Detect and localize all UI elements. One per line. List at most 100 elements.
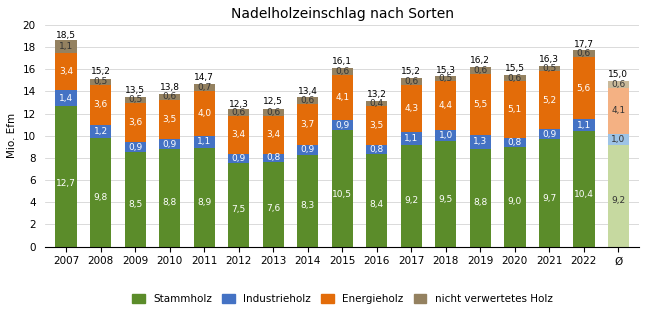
Bar <box>470 135 491 149</box>
Bar <box>56 53 77 90</box>
Bar <box>297 145 318 155</box>
Text: 1,1: 1,1 <box>404 134 419 143</box>
Text: 0,5: 0,5 <box>439 74 453 83</box>
Bar <box>331 130 353 247</box>
Bar <box>331 75 353 120</box>
Y-axis label: Mio. Efm: Mio. Efm <box>7 113 17 158</box>
Text: 14,7: 14,7 <box>194 73 214 82</box>
Text: 12,3: 12,3 <box>229 99 249 109</box>
Text: 1,3: 1,3 <box>473 137 488 146</box>
Text: 16,3: 16,3 <box>539 55 559 64</box>
Bar <box>159 100 180 139</box>
Text: 15,2: 15,2 <box>90 68 110 77</box>
Text: 1,1: 1,1 <box>577 121 591 130</box>
Bar <box>573 131 594 247</box>
Text: 9,0: 9,0 <box>508 197 522 206</box>
Bar <box>470 74 491 135</box>
Text: 8,5: 8,5 <box>128 200 142 209</box>
Text: 1,0: 1,0 <box>611 135 625 144</box>
Bar <box>125 102 146 142</box>
Bar <box>228 116 249 153</box>
Text: 0,8: 0,8 <box>370 145 384 153</box>
Bar <box>90 138 111 247</box>
Text: 3,7: 3,7 <box>300 120 315 129</box>
Text: 17,7: 17,7 <box>574 40 594 49</box>
Text: 1,4: 1,4 <box>59 94 73 103</box>
Text: 5,5: 5,5 <box>473 100 488 109</box>
Bar <box>539 139 560 247</box>
Text: 15,0: 15,0 <box>609 70 629 79</box>
Text: 8,8: 8,8 <box>473 198 488 207</box>
Text: 3,5: 3,5 <box>163 115 177 124</box>
Text: 0,9: 0,9 <box>335 121 349 130</box>
Bar <box>435 141 457 247</box>
Text: 9,7: 9,7 <box>542 194 556 203</box>
Text: 0,4: 0,4 <box>370 99 384 108</box>
Bar <box>504 138 525 147</box>
Bar <box>401 85 422 132</box>
Bar <box>125 142 146 152</box>
Text: 3,6: 3,6 <box>94 100 108 109</box>
Bar <box>608 88 629 133</box>
Text: 0,6: 0,6 <box>473 66 488 75</box>
Bar <box>573 57 594 119</box>
Text: 5,6: 5,6 <box>577 84 591 93</box>
Title: Nadelholzeinschlag nach Sorten: Nadelholzeinschlag nach Sorten <box>231 7 453 21</box>
Text: 5,1: 5,1 <box>508 105 522 114</box>
Text: 9,5: 9,5 <box>439 195 453 204</box>
Bar <box>401 132 422 145</box>
Text: 0,9: 0,9 <box>300 145 315 154</box>
Text: 0,5: 0,5 <box>94 78 108 87</box>
Bar <box>90 125 111 138</box>
Bar <box>470 67 491 74</box>
Bar <box>297 155 318 247</box>
Text: 8,3: 8,3 <box>300 201 315 210</box>
Text: 15,3: 15,3 <box>436 66 456 75</box>
Text: 3,4: 3,4 <box>59 67 73 76</box>
Bar <box>297 97 318 104</box>
Text: 0,5: 0,5 <box>128 95 142 104</box>
Bar <box>435 130 457 141</box>
Text: 0,6: 0,6 <box>404 77 419 86</box>
Bar <box>366 101 388 106</box>
Bar <box>125 97 146 102</box>
Bar <box>56 106 77 247</box>
Bar <box>194 136 215 148</box>
Text: 13,8: 13,8 <box>160 83 180 92</box>
Bar <box>56 40 77 53</box>
Bar <box>262 162 284 247</box>
Text: 16,1: 16,1 <box>332 57 352 67</box>
Bar <box>573 119 594 131</box>
Text: 4,3: 4,3 <box>404 104 419 113</box>
Bar <box>194 84 215 91</box>
Text: 0,6: 0,6 <box>163 92 177 101</box>
Text: 9,8: 9,8 <box>94 193 108 202</box>
Text: 0,6: 0,6 <box>577 49 591 58</box>
Bar <box>194 91 215 136</box>
Bar <box>470 149 491 247</box>
Text: 8,4: 8,4 <box>370 200 384 209</box>
Text: 3,4: 3,4 <box>232 130 245 139</box>
Text: 8,8: 8,8 <box>163 198 177 207</box>
Bar <box>539 129 560 139</box>
Bar <box>608 81 629 88</box>
Bar <box>435 76 457 81</box>
Text: 16,2: 16,2 <box>470 56 490 65</box>
Text: 0,6: 0,6 <box>335 67 349 76</box>
Bar <box>56 90 77 106</box>
Text: 0,9: 0,9 <box>163 140 177 149</box>
Bar <box>159 149 180 247</box>
Text: 0,6: 0,6 <box>232 108 246 117</box>
Text: 7,5: 7,5 <box>232 205 246 214</box>
Text: 13,4: 13,4 <box>298 88 318 96</box>
Bar <box>159 94 180 100</box>
Text: 0,5: 0,5 <box>542 64 556 73</box>
Bar <box>608 145 629 247</box>
Text: 18,5: 18,5 <box>56 31 76 40</box>
Bar <box>435 81 457 130</box>
Text: 4,1: 4,1 <box>335 93 349 102</box>
Text: 12,7: 12,7 <box>56 179 76 188</box>
Text: 1,1: 1,1 <box>59 42 73 51</box>
Text: 0,9: 0,9 <box>542 130 556 139</box>
Text: 7,6: 7,6 <box>266 204 280 213</box>
